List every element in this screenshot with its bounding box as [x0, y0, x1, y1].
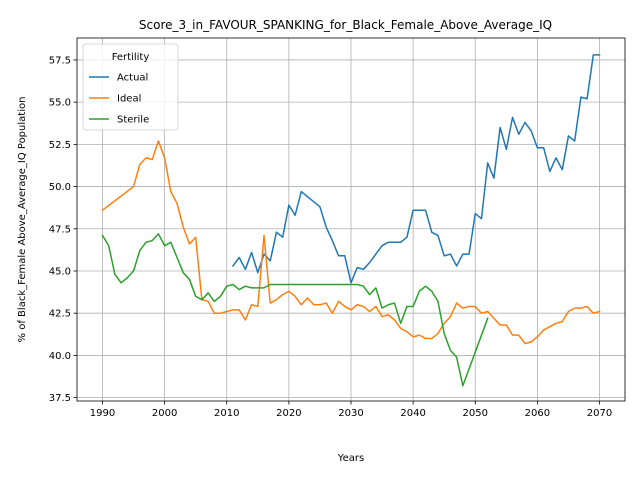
x-tick-label: 2020: [276, 408, 301, 419]
series-line-sterile: [101, 233, 489, 387]
legend-box: [82, 43, 179, 131]
x-tick-label: 2010: [214, 408, 239, 419]
series-group: [101, 54, 601, 387]
legend: Fertility Actual Ideal Sterile: [82, 43, 179, 131]
y-tick-label: 40.0: [49, 351, 71, 362]
y-tick-label: 55.0: [49, 98, 71, 109]
y-axis-label: % of Black_Female Above_Average_IQ Popul…: [17, 97, 28, 343]
chart-title: Score_3_in_FAVOUR_SPANKING_for_Black_Fem…: [139, 18, 552, 32]
series-line-ideal: [101, 140, 601, 345]
legend-label-ideal: Ideal: [117, 94, 141, 105]
y-tick-label: 57.5: [49, 55, 71, 66]
x-tick-label: 2060: [525, 408, 550, 419]
legend-label-actual: Actual: [117, 73, 148, 84]
y-axis-ticks: 37.5 40.0 42.5 45.0 47.5 50.0 52.5 55.0 57.5: [49, 55, 77, 404]
legend-entries: Actual Ideal Sterile: [89, 73, 149, 126]
x-tick-label: 2040: [400, 408, 425, 419]
x-axis-ticks: 1990 2000 2010 2020 2030 2040 2050 2060 2070: [90, 401, 612, 419]
x-tick-label: 2030: [338, 408, 363, 419]
grid: [77, 38, 625, 401]
y-tick-label: 50.0: [49, 182, 71, 193]
legend-label-sterile: Sterile: [117, 115, 149, 126]
x-tick-label: 1990: [90, 408, 115, 419]
x-tick-label: 2000: [152, 408, 177, 419]
x-tick-label: 2070: [587, 408, 612, 419]
x-axis-label: Years: [337, 453, 364, 464]
x-tick-label: 2050: [463, 408, 488, 419]
y-tick-label: 47.5: [49, 224, 71, 235]
y-tick-label: 42.5: [49, 309, 71, 320]
y-tick-label: 52.5: [49, 140, 71, 151]
series-line-actual: [231, 54, 601, 284]
y-tick-label: 37.5: [49, 393, 71, 404]
y-tick-label: 45.0: [49, 266, 71, 277]
legend-title: Fertility: [112, 52, 150, 63]
